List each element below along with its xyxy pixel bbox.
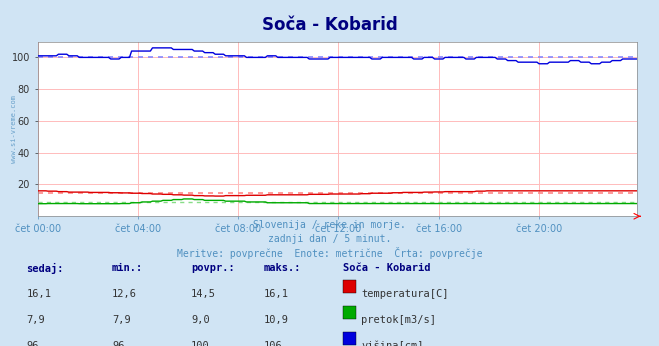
Text: pretok[m3/s]: pretok[m3/s] [361, 315, 436, 325]
Text: www.si-vreme.com: www.si-vreme.com [11, 95, 16, 163]
Text: 10,9: 10,9 [264, 315, 289, 325]
Text: temperatura[C]: temperatura[C] [361, 289, 449, 299]
Text: 100: 100 [191, 341, 210, 346]
Text: zadnji dan / 5 minut.: zadnji dan / 5 minut. [268, 234, 391, 244]
Text: Meritve: povprečne  Enote: metrične  Črta: povprečje: Meritve: povprečne Enote: metrične Črta:… [177, 247, 482, 260]
Text: 106: 106 [264, 341, 282, 346]
Text: Soča - Kobarid: Soča - Kobarid [343, 263, 430, 273]
Text: maks.:: maks.: [264, 263, 301, 273]
Text: 16,1: 16,1 [26, 289, 51, 299]
Text: 96: 96 [112, 341, 125, 346]
Text: Soča - Kobarid: Soča - Kobarid [262, 16, 397, 34]
Text: 16,1: 16,1 [264, 289, 289, 299]
Text: 9,0: 9,0 [191, 315, 210, 325]
Text: Slovenija / reke in morje.: Slovenija / reke in morje. [253, 220, 406, 230]
Text: povpr.:: povpr.: [191, 263, 235, 273]
Text: 7,9: 7,9 [26, 315, 45, 325]
Text: 12,6: 12,6 [112, 289, 137, 299]
Text: višina[cm]: višina[cm] [361, 341, 424, 346]
Text: 7,9: 7,9 [112, 315, 130, 325]
Text: sedaj:: sedaj: [26, 263, 64, 274]
Text: 14,5: 14,5 [191, 289, 216, 299]
Text: 96: 96 [26, 341, 39, 346]
Text: min.:: min.: [112, 263, 143, 273]
